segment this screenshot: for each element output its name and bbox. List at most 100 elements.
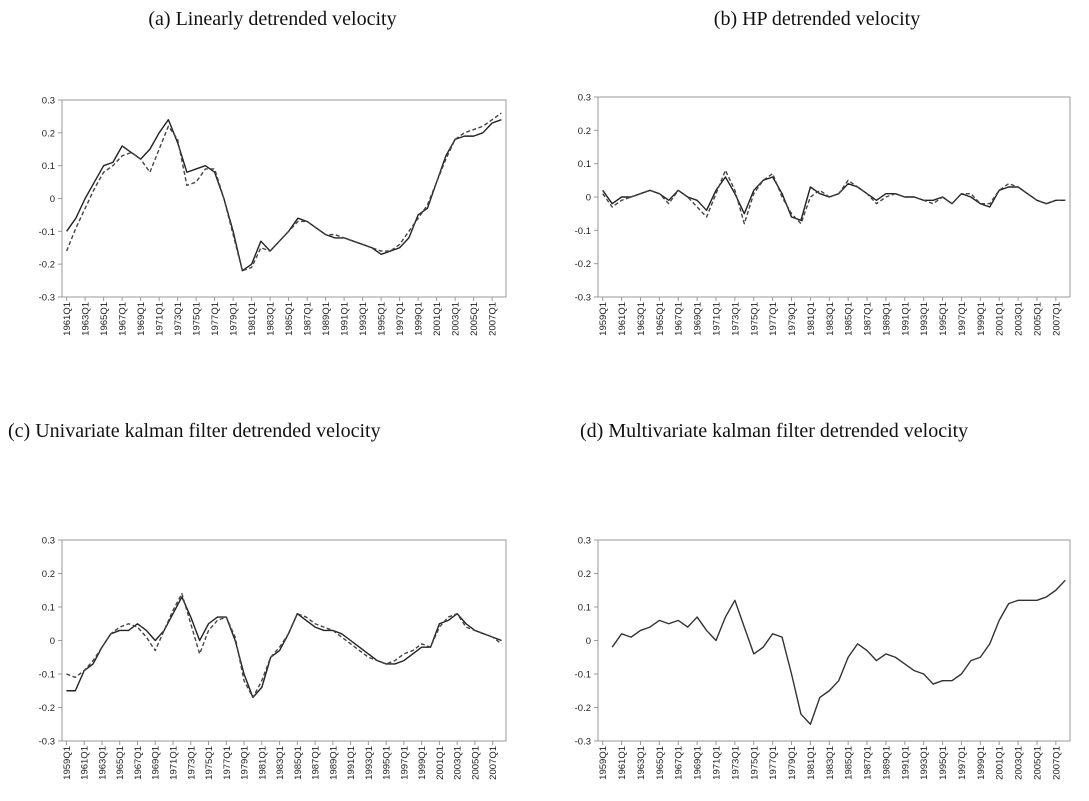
y-tick-label: 0.3 — [42, 96, 55, 107]
y-tick-label: 0 — [586, 636, 591, 647]
x-tick-label: 1979Q1 — [787, 746, 798, 780]
x-tick-label: 1965Q1 — [655, 302, 666, 336]
plot-frame — [597, 96, 1071, 298]
y-tick-label: 0.1 — [578, 159, 591, 170]
x-tick-label: 2007Q1 — [1051, 746, 1062, 780]
y-tick-label: -0.3 — [39, 293, 55, 304]
x-tick-label: 1975Q1 — [204, 746, 215, 780]
x-tick-label: 1993Q1 — [919, 302, 930, 336]
y-tick-label: 0.1 — [578, 603, 591, 614]
x-tick-label: 2005Q1 — [470, 746, 481, 780]
x-tick-label: 1965Q1 — [655, 746, 666, 780]
x-tick-label: 2003Q1 — [451, 302, 462, 336]
x-tick-label: 1997Q1 — [957, 302, 968, 336]
x-tick-label: 2007Q1 — [488, 302, 499, 336]
x-tick-label: 2005Q1 — [469, 302, 480, 336]
x-tick-label: 1959Q1 — [598, 302, 609, 336]
x-tick-label: 1999Q1 — [417, 746, 428, 780]
y-tick-label: 0.1 — [42, 603, 55, 614]
y-tick-label: 0.2 — [578, 126, 591, 137]
y-tick-label: 0 — [50, 636, 55, 647]
x-tick-label: 1995Q1 — [377, 302, 388, 336]
x-tick-label: 1985Q1 — [844, 746, 855, 780]
chart-title: (a) Linearly detrended velocity — [148, 8, 397, 30]
x-tick-label: 1997Q1 — [399, 746, 410, 780]
chart-title: (b) HP detrended velocity — [713, 8, 921, 30]
x-tick-label: 1959Q1 — [62, 746, 73, 780]
y-tick-label: -0.2 — [575, 259, 591, 270]
y-tick-label: -0.1 — [575, 226, 591, 237]
series-line — [611, 579, 1066, 725]
x-tick-label: 1985Q1 — [284, 302, 295, 336]
chart-title: (d) Multivariate kalman filter detrended… — [580, 420, 969, 442]
x-tick-label: 1965Q1 — [99, 302, 110, 336]
x-tick-label: 1967Q1 — [674, 302, 685, 336]
x-tick-label: 1989Q1 — [328, 746, 339, 780]
y-tick-label: 0 — [50, 194, 55, 205]
series-line — [66, 596, 502, 699]
x-tick-label: 1961Q1 — [617, 302, 628, 336]
x-tick-label: 1961Q1 — [80, 746, 91, 780]
plot-frame — [61, 99, 507, 298]
x-tick-label: 1963Q1 — [81, 302, 92, 336]
y-tick-label: 0.3 — [578, 93, 591, 104]
x-tick-label: 1981Q1 — [806, 302, 817, 336]
x-tick-label: 1975Q1 — [749, 746, 760, 780]
x-tick-label: 1979Q1 — [229, 302, 240, 336]
x-tick-label: 1993Q1 — [364, 746, 375, 780]
y-tick-label: 0.2 — [42, 569, 55, 580]
y-tick-label: 0 — [586, 193, 591, 204]
x-tick-label: 1987Q1 — [863, 302, 874, 336]
x-tick-label: 1981Q1 — [247, 302, 258, 336]
x-tick-label: 1963Q1 — [97, 746, 108, 780]
x-tick-label: 1995Q1 — [938, 302, 949, 336]
x-tick-label: 1959Q1 — [598, 746, 609, 780]
x-tick-label: 1991Q1 — [346, 746, 357, 780]
x-tick-label: 1991Q1 — [900, 302, 911, 336]
x-tick-label: 1995Q1 — [382, 746, 393, 780]
x-tick-label: 1969Q1 — [136, 302, 147, 336]
x-tick-label: 1987Q1 — [311, 746, 322, 780]
x-tick-label: 1997Q1 — [957, 746, 968, 780]
x-tick-label: 1987Q1 — [863, 746, 874, 780]
x-tick-label: 1971Q1 — [712, 302, 723, 336]
x-tick-label: 1963Q1 — [636, 302, 647, 336]
x-tick-label: 2005Q1 — [1032, 746, 1043, 780]
x-tick-label: 2005Q1 — [1032, 302, 1043, 336]
y-tick-label: -0.3 — [39, 737, 55, 748]
x-tick-label: 1989Q1 — [321, 302, 332, 336]
y-tick-label: 0.3 — [42, 536, 55, 547]
x-tick-label: 1999Q1 — [976, 302, 987, 336]
x-tick-label: 1971Q1 — [169, 746, 180, 780]
x-tick-label: 1961Q1 — [62, 302, 73, 336]
x-tick-label: 1993Q1 — [358, 302, 369, 336]
y-tick-label: -0.2 — [39, 260, 55, 271]
x-tick-label: 1963Q1 — [636, 746, 647, 780]
x-tick-label: 1991Q1 — [900, 746, 911, 780]
x-tick-label: 1991Q1 — [340, 302, 351, 336]
x-tick-label: 1967Q1 — [118, 302, 129, 336]
chart-title: (c) Univariate kalman filter detrended v… — [8, 420, 381, 442]
x-tick-label: 1969Q1 — [151, 746, 162, 780]
x-tick-label: 1979Q1 — [787, 302, 798, 336]
x-tick-label: 1977Q1 — [222, 746, 233, 780]
x-tick-label: 1975Q1 — [749, 302, 760, 336]
x-tick-label: 1965Q1 — [115, 746, 126, 780]
x-tick-label: 1977Q1 — [210, 302, 221, 336]
x-tick-label: 1983Q1 — [825, 302, 836, 336]
plot-frame — [597, 539, 1071, 742]
x-tick-label: 1967Q1 — [133, 746, 144, 780]
x-tick-label: 1969Q1 — [693, 302, 704, 336]
x-tick-label: 1973Q1 — [730, 746, 741, 780]
x-tick-label: 2007Q1 — [1051, 302, 1062, 336]
x-tick-label: 1989Q1 — [881, 746, 892, 780]
y-tick-label: -0.1 — [39, 670, 55, 681]
x-tick-label: 2001Q1 — [435, 746, 446, 780]
y-tick-label: -0.2 — [575, 703, 591, 714]
x-tick-label: 2003Q1 — [1014, 302, 1025, 336]
series-line — [65, 112, 502, 272]
x-tick-label: 1999Q1 — [976, 746, 987, 780]
x-tick-label: 1973Q1 — [173, 302, 184, 336]
